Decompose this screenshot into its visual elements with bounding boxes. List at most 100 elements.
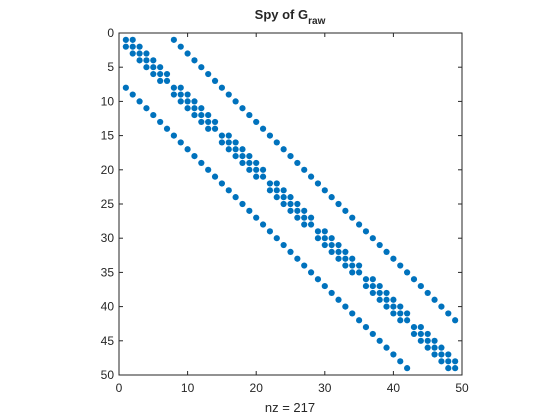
nonzero-point [431, 296, 438, 303]
nonzero-point [342, 207, 349, 214]
nonzero-point [280, 187, 287, 194]
nonzero-point [328, 248, 335, 255]
nonzero-point [191, 111, 198, 119]
nonzero-point [438, 358, 445, 365]
nonzero-point [424, 344, 431, 351]
nonzero-point [335, 296, 342, 303]
nonzero-point [232, 146, 239, 153]
nonzero-point [184, 146, 191, 153]
nonzero-point [362, 324, 370, 331]
y-tick-label: 45 [101, 334, 115, 348]
nonzero-point [157, 118, 164, 126]
nonzero-point [328, 194, 335, 201]
nonzero-point [335, 248, 342, 255]
nonzero-point [376, 337, 383, 344]
nonzero-point [211, 125, 219, 132]
nonzero-point [404, 310, 411, 317]
nonzero-point [287, 200, 294, 208]
nonzero-point [301, 166, 308, 173]
nonzero-point [307, 269, 315, 276]
nonzero-point [301, 262, 308, 269]
nonzero-point [294, 255, 301, 262]
chart-title: Spy of Graw [255, 7, 326, 27]
nonzero-point [342, 248, 349, 255]
nonzero-point [266, 187, 274, 194]
nonzero-point [445, 310, 452, 317]
chart-title-main: Spy of G [255, 7, 308, 22]
nonzero-point [280, 241, 287, 249]
nonzero-point [410, 276, 418, 283]
nonzero-markers [122, 36, 459, 372]
nonzero-point [273, 194, 280, 201]
nonzero-point [431, 337, 438, 344]
x-tick-label: 40 [387, 381, 401, 395]
nonzero-point [445, 365, 452, 372]
nonzero-point [136, 43, 143, 50]
nonzero-point [452, 317, 459, 324]
x-tick-label: 20 [250, 381, 264, 395]
nonzero-point [211, 77, 219, 84]
nonzero-point [287, 194, 294, 201]
nonzero-point [177, 91, 184, 98]
nonzero-point [253, 173, 260, 180]
nonzero-point [397, 310, 404, 317]
nonzero-point [424, 330, 431, 338]
nonzero-point [349, 214, 356, 221]
nonzero-point [198, 64, 205, 71]
nonzero-point [232, 153, 239, 160]
nonzero-point [205, 118, 212, 126]
nonzero-point [342, 255, 349, 262]
nonzero-point [225, 139, 232, 146]
nonzero-point [205, 70, 212, 78]
nonzero-point [390, 255, 397, 262]
nonzero-point [246, 111, 253, 119]
nonzero-point [157, 77, 164, 84]
nonzero-point [287, 153, 294, 160]
nonzero-point [376, 282, 383, 290]
nonzero-point [417, 324, 424, 331]
nonzero-point [321, 241, 328, 249]
nonzero-point [314, 276, 322, 283]
nonzero-point [163, 77, 171, 84]
nonzero-point [383, 248, 390, 255]
nonzero-point [239, 159, 246, 167]
nonzero-point [369, 276, 376, 283]
nonzero-point [246, 153, 253, 160]
nonzero-point [211, 118, 219, 126]
nonzero-point [397, 358, 404, 365]
nonzero-point [246, 159, 253, 167]
y-tick-label: 15 [101, 129, 115, 143]
nonzero-point [218, 132, 225, 139]
nonzero-point [198, 159, 205, 167]
nonzero-point [259, 125, 267, 132]
nonzero-point [259, 221, 267, 228]
y-tick-label: 50 [101, 368, 115, 382]
nonzero-point [122, 36, 129, 43]
nonzero-point [143, 50, 150, 57]
nonzero-point [239, 146, 246, 153]
y-tick-label: 20 [101, 163, 115, 177]
nonzero-point [150, 70, 157, 78]
nonzero-point [342, 262, 349, 269]
nonzero-point [246, 166, 253, 173]
nonzero-point [253, 166, 260, 173]
y-tick-label: 25 [101, 197, 115, 211]
nonzero-point [369, 282, 376, 290]
nonzero-point [417, 282, 424, 290]
nonzero-point [335, 241, 342, 249]
nonzero-point [431, 351, 438, 358]
x-axis-ticks: 0 10 20 30 40 50 [116, 33, 469, 395]
nonzero-point [266, 228, 274, 235]
nonzero-point [328, 235, 335, 242]
nonzero-point [356, 221, 363, 228]
nonzero-point [404, 317, 411, 324]
nonzero-point [397, 317, 404, 324]
nonzero-point [438, 303, 445, 310]
nonzero-point [170, 91, 177, 98]
nonzero-point [383, 344, 390, 351]
nonzero-point [177, 43, 184, 50]
nonzero-point [335, 200, 342, 208]
nonzero-point [150, 64, 157, 71]
y-axis-ticks: 0 5 10 15 20 25 30 35 40 45 50 [101, 26, 462, 382]
nonzero-point [273, 235, 280, 242]
